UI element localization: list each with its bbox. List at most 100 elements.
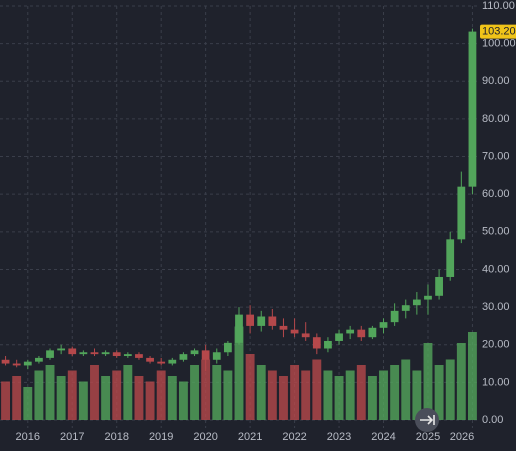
candle-body <box>123 354 132 357</box>
x-tick-label: 2017 <box>60 431 84 443</box>
candle-body <box>401 305 410 311</box>
volume-bar <box>45 365 55 420</box>
volume-bar <box>1 381 11 420</box>
y-tick-label: 20.00 <box>482 339 510 351</box>
volume-bar <box>123 365 133 420</box>
x-tick-label: 2021 <box>238 431 262 443</box>
candle-body <box>46 350 54 358</box>
volume-bar <box>445 359 455 420</box>
volume-bar <box>334 376 344 420</box>
volume-bar <box>279 376 288 420</box>
candle-body <box>57 348 66 351</box>
candle-body <box>35 357 43 362</box>
volume-bar <box>401 359 411 420</box>
candle-body <box>235 314 243 343</box>
candle-body <box>112 352 121 357</box>
last-price-label: 103.20 <box>482 25 516 37</box>
candle-body <box>212 352 221 360</box>
volume-bar <box>345 370 355 420</box>
y-tick-label: 10.00 <box>482 376 510 388</box>
candle-body <box>446 239 455 277</box>
candle-body <box>146 357 154 362</box>
candle-body <box>223 342 232 353</box>
candle-body <box>246 314 255 326</box>
x-tick-label: 2016 <box>16 431 40 443</box>
volume-bar <box>23 387 33 420</box>
candle-body <box>179 354 188 360</box>
candle-body <box>90 352 99 355</box>
candle-body <box>435 276 443 296</box>
volume-bar <box>379 370 388 420</box>
candle-body <box>268 316 277 326</box>
x-tick-label: 2025 <box>416 431 440 443</box>
volume-bar <box>434 365 444 420</box>
volume-bar <box>312 359 322 420</box>
y-tick-label: 0.00 <box>482 414 503 426</box>
candle-body <box>412 299 421 306</box>
volume-bar <box>201 359 211 420</box>
volume-bar <box>245 354 255 420</box>
x-tick-label: 2022 <box>282 431 306 443</box>
candle-body <box>368 327 377 338</box>
candles <box>1 28 477 372</box>
candle-body <box>346 329 355 334</box>
volume-bar <box>367 376 377 420</box>
candle-body <box>201 350 210 360</box>
candle-body <box>335 333 343 341</box>
volume-bar <box>156 370 166 420</box>
candle-body <box>12 363 21 366</box>
scroll-button[interactable] <box>415 408 439 432</box>
y-tick-label: 90.00 <box>482 75 510 87</box>
y-tick-label: 40.00 <box>482 263 510 275</box>
y-tick-label: 60.00 <box>482 188 510 200</box>
candle-body <box>301 333 310 338</box>
volume-bar <box>145 381 155 420</box>
volume-bar <box>323 370 333 420</box>
candle-body <box>23 361 32 366</box>
volume-bar <box>12 376 22 420</box>
labels: 0.00 10.00 20.00 30.00 40.00 50.00 60.00 70.00 8… <box>16 0 516 443</box>
volume-bar <box>234 326 244 420</box>
candle-body <box>468 31 477 187</box>
candle-body <box>279 325 288 330</box>
volume-bar <box>90 365 99 420</box>
candle-body <box>168 359 177 364</box>
candle-body <box>290 329 299 334</box>
candle-body <box>379 322 388 328</box>
y-tick-label: 50.00 <box>482 226 510 238</box>
volume-bar <box>267 370 277 420</box>
candle-body <box>190 350 199 355</box>
candle-body <box>135 354 143 358</box>
candle-body <box>68 348 77 355</box>
grid <box>0 5 478 428</box>
volume-bar <box>167 376 177 420</box>
y-tick-label: 110.00 <box>482 0 515 12</box>
volume-bar <box>356 365 366 420</box>
volume-bar <box>423 343 433 420</box>
candle-body <box>424 295 432 300</box>
volume-bar <box>467 332 477 420</box>
x-tick-label: 2026 <box>450 431 474 443</box>
volume-bar <box>134 376 144 420</box>
candle-body <box>101 352 110 355</box>
volume-bar <box>301 370 311 420</box>
candle-body <box>79 352 88 355</box>
candle-body <box>357 329 366 338</box>
candle-body <box>1 359 10 364</box>
y-tick-label: 30.00 <box>482 301 510 313</box>
y-tick-label: 100.00 <box>482 38 516 50</box>
x-tick-label: 2019 <box>149 431 173 443</box>
candle-body <box>390 310 399 323</box>
volume-bar <box>190 365 199 420</box>
volume-bar <box>56 376 66 420</box>
y-tick-label: 70.00 <box>482 150 510 162</box>
volume-bar <box>412 370 422 420</box>
volume-bar <box>390 365 400 420</box>
last-price-tag <box>480 24 516 39</box>
volume-bar <box>67 370 77 420</box>
x-tick-label: 2023 <box>327 431 351 443</box>
candle-body <box>157 361 166 364</box>
volume-bar <box>256 365 266 420</box>
volume-bar <box>101 376 111 420</box>
